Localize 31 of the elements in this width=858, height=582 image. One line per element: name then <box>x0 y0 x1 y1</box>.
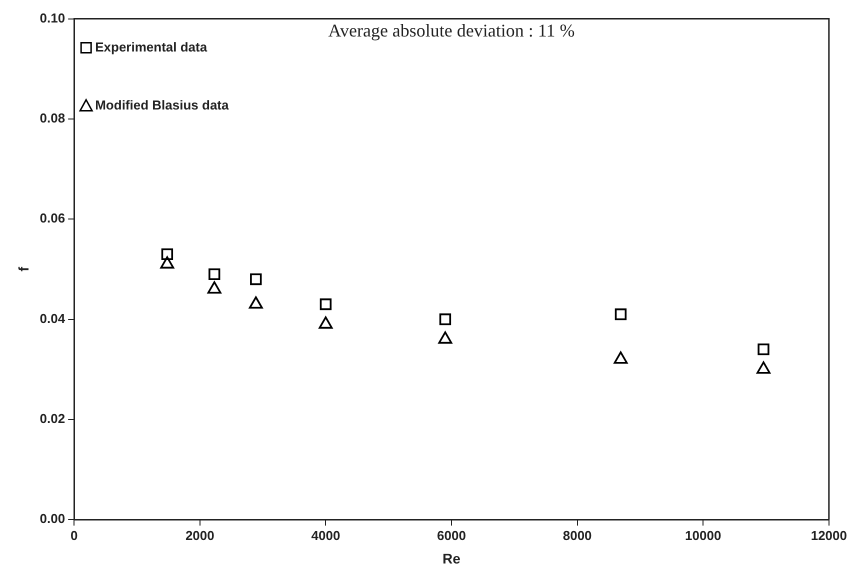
y-axis-title: f <box>15 266 32 272</box>
x-tick-label: 0 <box>70 528 78 543</box>
point <box>250 273 262 286</box>
x-tick-label: 12000 <box>810 528 848 543</box>
point <box>248 296 263 309</box>
x-axis-title: Re <box>442 550 461 566</box>
point <box>318 316 333 329</box>
y-tick-label: 0.00 <box>40 511 66 526</box>
point <box>758 343 770 356</box>
legend-label: Experimental data <box>95 39 208 54</box>
x-tick-label: 6000 <box>437 528 466 543</box>
legend-label: Modified Blasius data <box>95 97 230 112</box>
x-tick-label: 10000 <box>685 528 722 543</box>
point <box>439 313 452 326</box>
y-tick-label: 0.06 <box>40 210 66 226</box>
point <box>614 308 627 320</box>
point <box>438 331 452 344</box>
point <box>614 351 628 364</box>
point <box>161 248 174 260</box>
x-tick-label: 4000 <box>311 528 340 543</box>
y-tick-label: 0.08 <box>40 110 66 126</box>
x-tick-label: 8000 <box>562 528 592 543</box>
y-tick-label: 0.02 <box>40 411 66 426</box>
point <box>208 268 220 280</box>
annotation: Average absolute deviation : 11 % <box>328 20 575 41</box>
point <box>320 298 332 310</box>
x-tick-label: 2000 <box>185 528 214 543</box>
y-tick-label: 0.04 <box>40 310 66 326</box>
point <box>207 281 222 294</box>
point <box>756 361 770 374</box>
y-tick-label: 0.10 <box>40 10 66 26</box>
